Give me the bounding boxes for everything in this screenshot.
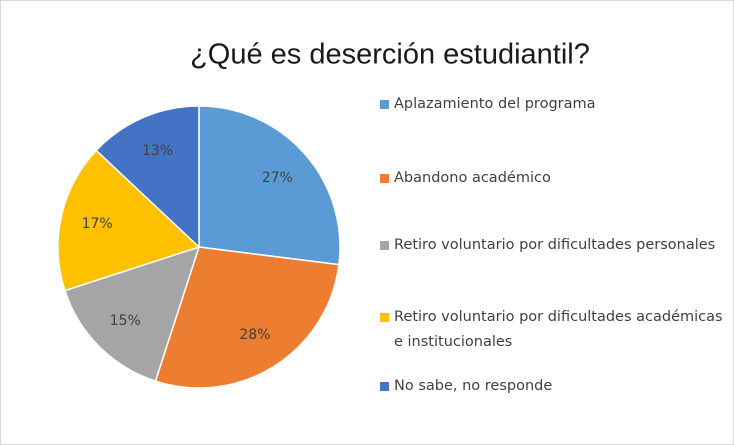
legend-item: Retiro voluntario por dificultades perso… xyxy=(380,233,734,258)
pie-slice xyxy=(198,105,341,266)
legend-label: No sabe, no responde xyxy=(394,378,553,394)
legend-swatch xyxy=(380,382,389,391)
pie-slice xyxy=(57,149,201,292)
legend-label: Abandono académico xyxy=(394,170,551,186)
data-label: 27% xyxy=(262,170,293,186)
data-label: 15% xyxy=(110,313,141,329)
legend-item: Retiro voluntario por dificultades acadé… xyxy=(380,305,734,355)
legend-swatch xyxy=(380,174,389,183)
pie-slice xyxy=(154,246,340,389)
legend-label: Aplazamiento del programa xyxy=(394,96,596,112)
legend-item: Aplazamiento del programa xyxy=(380,92,734,117)
pie-slice xyxy=(63,245,201,383)
data-label: 13% xyxy=(142,143,173,159)
legend-label: Retiro voluntario por dificultades perso… xyxy=(394,237,716,253)
legend-item: Abandono académico xyxy=(380,166,734,191)
chart-title: ¿Qué es deserción estudiantil? xyxy=(190,39,590,71)
data-label: 17% xyxy=(82,216,113,232)
legend-label: Retiro voluntario por dificultades acadé… xyxy=(394,309,723,350)
data-label: 28% xyxy=(239,327,270,343)
legend-swatch xyxy=(380,241,389,250)
legend-swatch xyxy=(380,313,389,322)
pie-slice xyxy=(95,105,200,249)
legend-swatch xyxy=(380,100,389,109)
legend-item: No sabe, no responde xyxy=(380,374,734,399)
